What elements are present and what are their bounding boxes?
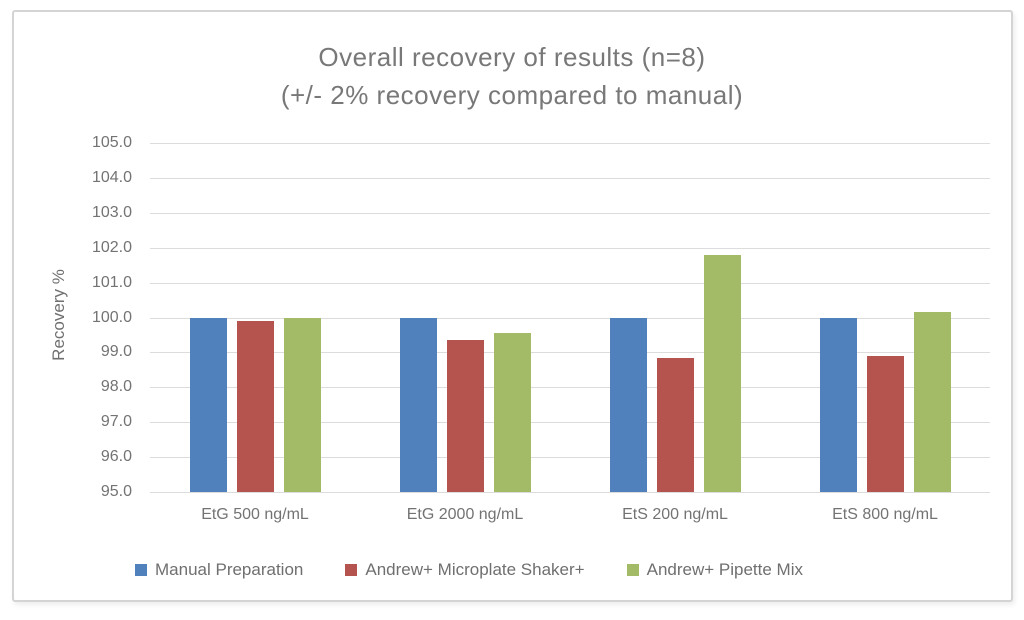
legend-swatch-icon — [345, 564, 358, 576]
gridline — [150, 352, 990, 354]
y-axis-tick-label: 105.0 — [91, 134, 132, 151]
bar-3-category-4 — [913, 312, 951, 492]
legend: Manual Preparation Andrew+ Microplate Sha… — [135, 560, 803, 580]
y-axis-tick-label: 98.0 — [100, 378, 132, 396]
bar-1-category-2 — [399, 317, 437, 492]
x-axis-category-label: EtS 800 ng/mL — [832, 506, 938, 523]
y-axis-tick-label: 96.0 — [100, 448, 132, 466]
y-axis-tick-label: 101.0 — [91, 273, 132, 291]
legend-item: Manual Preparation — [135, 560, 303, 580]
bar-3-category-1 — [283, 317, 321, 492]
gridline — [150, 317, 990, 319]
gridline — [150, 282, 990, 284]
legend-item: Andrew+ Microplate Shaker+ — [345, 560, 585, 580]
bar-3-category-3 — [703, 254, 741, 492]
gridline — [150, 387, 990, 389]
y-axis-tick-label: 103.0 — [91, 203, 132, 221]
chart-title: Overall recovery of results (n=8) — [318, 42, 706, 72]
y-axis-tick-label: 102.0 — [91, 238, 132, 256]
y-axis-tick-label: 95.0 — [100, 483, 132, 500]
legend-swatch-icon — [135, 564, 147, 576]
gridline — [150, 422, 990, 424]
y-axis-tick-label: 99.0 — [100, 343, 132, 361]
gridline — [150, 212, 990, 214]
x-axis-category-label: EtG 500 ng/mL — [201, 506, 309, 523]
bar-1-category-1 — [189, 317, 227, 492]
legend-swatch-icon — [626, 564, 639, 576]
bar-1-category-4 — [819, 317, 857, 492]
gridline — [150, 492, 990, 493]
bar-3-category-2 — [493, 333, 531, 492]
legend-item: Andrew+ Pipette Mix — [626, 560, 803, 580]
chart-frame — [12, 10, 1013, 602]
plot-area: 105.0 104.0 103.0 102.0 101.0 100.0 99.0 98.0 97… — [92, 134, 990, 523]
bar-2-category-3 — [656, 357, 694, 492]
gridline — [150, 247, 990, 249]
legend-label: Manual Preparation — [155, 560, 304, 579]
y-axis-tick-label: 100.0 — [91, 308, 132, 326]
x-axis-category-label: EtS 200 ng/mL — [622, 506, 728, 523]
legend-label: Andrew+ Microplate Shaker+ — [365, 560, 585, 579]
x-axis-category-label: EtG 2000 ng/mL — [406, 506, 524, 523]
gridline — [150, 143, 990, 144]
gridline — [150, 177, 990, 179]
y-axis-tick-label: 104.0 — [91, 168, 132, 186]
bar-1-category-3 — [609, 317, 647, 492]
bar-2-category-4 — [866, 355, 904, 492]
bar-2-category-2 — [446, 340, 484, 492]
y-axis-tick-label: 97.0 — [100, 413, 132, 431]
chart-subtitle: (+/- 2% recovery compared to manual) — [280, 80, 744, 110]
bar-2-category-1 — [236, 320, 274, 492]
gridline — [150, 457, 990, 459]
legend-label: Andrew+ Pipette Mix — [646, 560, 803, 579]
